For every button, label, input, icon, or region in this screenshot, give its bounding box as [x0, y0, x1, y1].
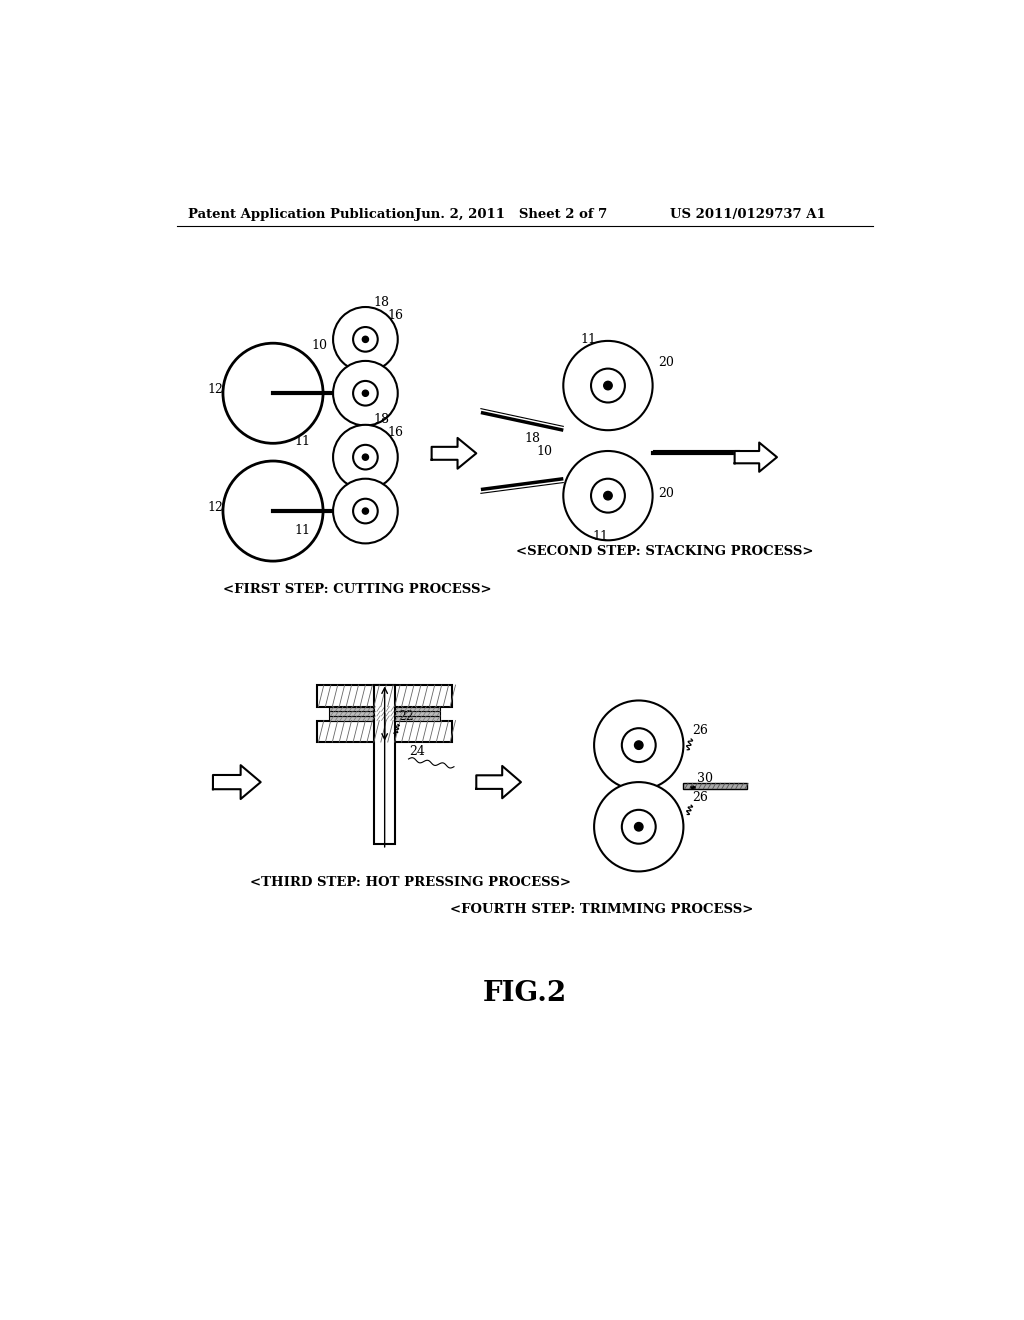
- Bar: [330, 711, 440, 715]
- Text: 11: 11: [295, 524, 310, 537]
- Text: 16: 16: [387, 425, 403, 438]
- Circle shape: [353, 499, 378, 524]
- Bar: [316, 721, 453, 742]
- Text: 11: 11: [581, 333, 597, 346]
- Text: FIG.2: FIG.2: [482, 981, 567, 1007]
- Circle shape: [563, 451, 652, 540]
- Text: 11: 11: [295, 434, 310, 447]
- Circle shape: [594, 701, 683, 789]
- Circle shape: [604, 381, 612, 389]
- Text: 18: 18: [373, 296, 389, 309]
- Text: 24: 24: [410, 746, 425, 758]
- Text: <FIRST STEP: CUTTING PROCESS>: <FIRST STEP: CUTTING PROCESS>: [223, 583, 492, 597]
- Bar: [330, 706, 440, 711]
- Text: 20: 20: [658, 487, 674, 500]
- Circle shape: [353, 381, 378, 405]
- Text: 18: 18: [524, 432, 541, 445]
- Text: Jun. 2, 2011   Sheet 2 of 7: Jun. 2, 2011 Sheet 2 of 7: [416, 209, 607, 222]
- Circle shape: [362, 337, 369, 342]
- Text: 22: 22: [398, 710, 415, 723]
- Circle shape: [333, 425, 397, 490]
- Text: <FOURTH STEP: TRIMMING PROCESS>: <FOURTH STEP: TRIMMING PROCESS>: [451, 903, 754, 916]
- Circle shape: [333, 360, 397, 425]
- Text: 10: 10: [537, 445, 553, 458]
- Circle shape: [362, 391, 369, 396]
- Text: 18: 18: [373, 413, 389, 426]
- Text: 12: 12: [207, 383, 223, 396]
- Circle shape: [635, 741, 643, 750]
- Text: 10: 10: [311, 339, 328, 352]
- Circle shape: [622, 729, 655, 762]
- Circle shape: [591, 479, 625, 512]
- Polygon shape: [734, 442, 777, 471]
- Text: 11: 11: [592, 529, 608, 543]
- Circle shape: [223, 461, 323, 561]
- Circle shape: [362, 508, 369, 515]
- Circle shape: [333, 479, 397, 544]
- Bar: [330, 715, 440, 721]
- Text: 12: 12: [207, 500, 223, 513]
- Text: Patent Application Publication: Patent Application Publication: [188, 209, 415, 222]
- Text: 26: 26: [692, 725, 709, 738]
- Circle shape: [622, 810, 655, 843]
- Bar: [374, 717, 395, 742]
- Polygon shape: [213, 766, 261, 799]
- Circle shape: [604, 491, 612, 500]
- Circle shape: [333, 308, 397, 372]
- Circle shape: [591, 368, 625, 403]
- Polygon shape: [476, 766, 521, 799]
- Text: 30: 30: [696, 772, 713, 785]
- Text: <THIRD STEP: HOT PRESSING PROCESS>: <THIRD STEP: HOT PRESSING PROCESS>: [250, 875, 571, 888]
- Polygon shape: [432, 438, 476, 469]
- Text: US 2011/0129737 A1: US 2011/0129737 A1: [670, 209, 825, 222]
- Bar: [316, 685, 453, 706]
- Bar: [374, 685, 395, 843]
- Circle shape: [223, 343, 323, 444]
- Circle shape: [362, 454, 369, 461]
- Circle shape: [353, 445, 378, 470]
- Circle shape: [594, 781, 683, 871]
- Circle shape: [353, 327, 378, 351]
- Circle shape: [635, 822, 643, 832]
- Bar: [683, 783, 746, 788]
- Text: 26: 26: [692, 792, 709, 804]
- Circle shape: [563, 341, 652, 430]
- Text: <SECOND STEP: STACKING PROCESS>: <SECOND STEP: STACKING PROCESS>: [515, 545, 813, 557]
- Text: 16: 16: [387, 309, 403, 322]
- Text: 20: 20: [658, 356, 674, 370]
